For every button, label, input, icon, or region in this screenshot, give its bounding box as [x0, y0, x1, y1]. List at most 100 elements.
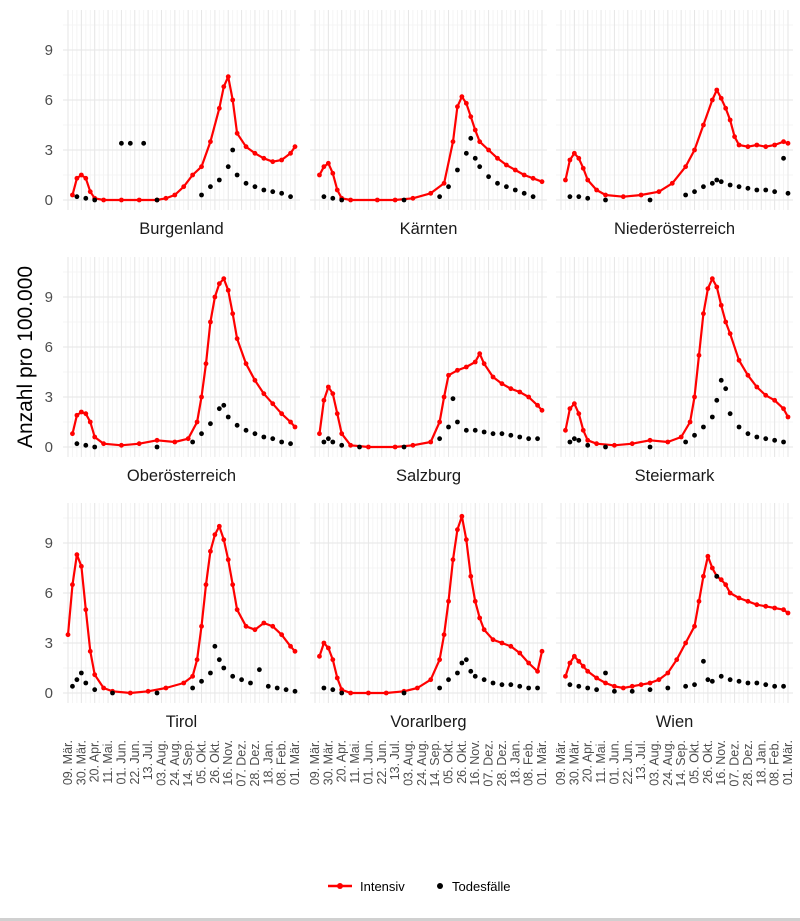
- point-todesfaelle: [718, 673, 724, 679]
- point-todesfaelle: [701, 424, 706, 430]
- x-tick-label: 09. Mär.: [554, 740, 568, 785]
- panel-title: Burgenland: [139, 220, 223, 238]
- point-intensiv: [656, 189, 662, 195]
- point-intensiv: [119, 442, 124, 448]
- point-intensiv: [225, 557, 231, 563]
- panel-title: Kärnten: [400, 220, 458, 238]
- point-intensiv: [441, 632, 447, 638]
- panel-vorarlberg: Vorarlberg: [310, 503, 547, 731]
- point-intensiv: [727, 590, 733, 596]
- point-intensiv: [754, 602, 760, 608]
- panel-background: [556, 10, 793, 210]
- point-intensiv: [701, 122, 706, 128]
- x-tick-label: 14. Sep.: [674, 740, 688, 787]
- y-tick-label: 6: [45, 339, 53, 356]
- x-tick-label: 11. Mai.: [101, 740, 115, 784]
- point-todesfaelle: [234, 422, 240, 428]
- point-todesfaelle: [288, 441, 293, 447]
- point-intensiv: [74, 552, 80, 558]
- point-intensiv: [212, 532, 218, 538]
- point-todesfaelle: [74, 194, 80, 200]
- point-intensiv: [321, 397, 327, 403]
- point-todesfaelle: [455, 670, 460, 676]
- point-todesfaelle: [321, 685, 327, 691]
- point-todesfaelle: [325, 436, 331, 442]
- x-tick-label: 13. Jul.: [141, 740, 155, 780]
- point-intensiv: [292, 144, 298, 150]
- x-tick-labels: 09. Mär. 30. Mär. 20. Apr. 11. Mai. 01. Jun.…: [61, 740, 795, 787]
- point-intensiv: [612, 442, 617, 448]
- point-intensiv: [517, 389, 523, 395]
- x-tick-label: 01. Jun.: [607, 740, 621, 784]
- point-todesfaelle: [709, 180, 715, 186]
- point-intensiv: [477, 615, 483, 621]
- point-intensiv: [481, 361, 487, 367]
- point-todesfaelle: [629, 688, 635, 694]
- panels: 0 3 6 9 Burgenland Kärnten Niederösterreich 0 3 6…: [45, 10, 793, 731]
- point-intensiv: [270, 401, 276, 407]
- point-todesfaelle: [110, 690, 115, 696]
- point-todesfaelle: [692, 432, 697, 438]
- point-intensiv: [612, 683, 617, 689]
- x-tick-label: 08. Feb.: [768, 740, 782, 786]
- point-intensiv: [270, 159, 276, 165]
- point-todesfaelle: [216, 406, 222, 412]
- point-intensiv: [696, 598, 702, 604]
- point-intensiv: [392, 197, 398, 203]
- x-tick-label: 09. Mär.: [61, 740, 75, 785]
- point-todesfaelle: [763, 436, 769, 442]
- point-todesfaelle: [463, 427, 469, 433]
- point-intensiv: [321, 164, 327, 170]
- point-todesfaelle: [455, 419, 460, 425]
- point-todesfaelle: [199, 192, 204, 198]
- point-todesfaelle: [446, 677, 451, 683]
- point-intensiv: [366, 690, 371, 696]
- y-tick-label: 3: [45, 635, 53, 652]
- point-todesfaelle: [517, 683, 523, 689]
- point-todesfaelle: [261, 434, 267, 440]
- point-intensiv: [279, 157, 285, 163]
- point-intensiv: [334, 187, 340, 193]
- point-intensiv: [87, 648, 93, 654]
- point-intensiv: [270, 623, 276, 629]
- point-todesfaelle: [567, 439, 573, 445]
- point-todesfaelle: [270, 436, 276, 442]
- point-intensiv: [665, 670, 671, 676]
- point-todesfaelle: [330, 687, 336, 693]
- point-intensiv: [499, 381, 505, 387]
- point-todesfaelle: [208, 421, 213, 427]
- x-tick-label: 20. Apr.: [335, 740, 349, 782]
- point-intensiv: [410, 442, 416, 448]
- point-todesfaelle: [647, 197, 653, 203]
- point-intensiv: [594, 187, 600, 193]
- point-todesfaelle: [736, 424, 742, 430]
- point-todesfaelle: [92, 197, 98, 203]
- point-intensiv: [339, 687, 345, 693]
- point-intensiv: [348, 690, 354, 696]
- point-todesfaelle: [208, 184, 213, 190]
- point-todesfaelle: [512, 187, 518, 193]
- point-intensiv: [772, 605, 778, 611]
- point-intensiv: [101, 197, 107, 203]
- point-todesfaelle: [265, 683, 271, 689]
- point-intensiv: [563, 177, 568, 183]
- x-tick-label: 16. Nov.: [221, 740, 235, 786]
- point-intensiv: [490, 374, 496, 380]
- point-intensiv: [535, 668, 540, 674]
- point-intensiv: [459, 513, 465, 519]
- panel-background: [310, 503, 547, 703]
- panel-title: Steiermark: [635, 467, 716, 485]
- point-todesfaelle: [781, 155, 786, 161]
- point-intensiv: [785, 610, 791, 616]
- y-tick-label: 0: [45, 685, 53, 702]
- panel-steiermark: Steiermark: [556, 257, 793, 485]
- point-intensiv: [539, 648, 545, 654]
- point-intensiv: [781, 406, 786, 412]
- point-intensiv: [535, 402, 540, 408]
- x-tick-label: 03. Aug.: [402, 740, 416, 786]
- point-intensiv: [678, 434, 684, 440]
- point-intensiv: [459, 94, 465, 100]
- point-intensiv: [208, 139, 213, 145]
- point-todesfaelle: [754, 187, 760, 193]
- point-todesfaelle: [127, 140, 133, 146]
